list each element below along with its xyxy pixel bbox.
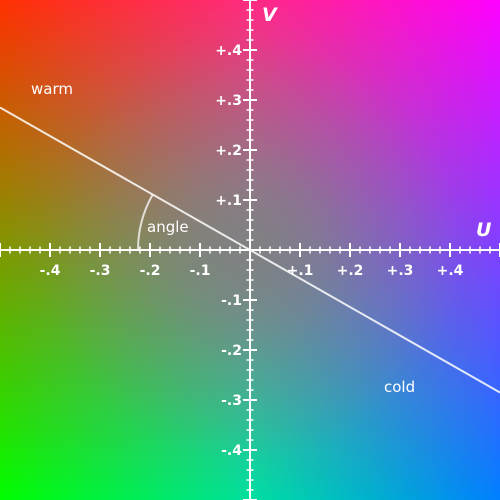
v-tick-label: -.3 xyxy=(221,393,242,409)
v-axis-label: V xyxy=(262,4,278,26)
v-tick-label: +.2 xyxy=(215,143,242,159)
angle-label: angle xyxy=(147,218,189,236)
v-tick-label: -.2 xyxy=(221,343,242,359)
u-tick-label: -.4 xyxy=(40,263,61,279)
u-tick-label: +.1 xyxy=(287,263,314,279)
v-tick-label: -.4 xyxy=(221,443,242,459)
angle-arc xyxy=(137,194,154,251)
u-tick-label: -.3 xyxy=(90,263,111,279)
warm-cold-line xyxy=(0,106,500,394)
v-tick-label: +.3 xyxy=(215,93,242,109)
u-tick-label: -.2 xyxy=(140,263,161,279)
u-tick-label: +.4 xyxy=(437,263,464,279)
tick-labels: -.4 -.3 -.2 -.1 +.1 +.2 +.3 +.4 +.4 +.3 +.2 +.1 -.1 -… xyxy=(40,43,464,459)
v-tick-label: -.1 xyxy=(221,293,242,309)
v-tick-label: +.4 xyxy=(215,43,242,59)
cold-label: cold xyxy=(384,378,415,396)
u-axis-label: U xyxy=(476,219,492,241)
warm-label: warm xyxy=(31,80,73,98)
u-tick-label: -.1 xyxy=(190,263,211,279)
u-tick-label: +.2 xyxy=(337,263,364,279)
u-tick-label: +.3 xyxy=(387,263,414,279)
v-tick-label: +.1 xyxy=(215,193,242,209)
